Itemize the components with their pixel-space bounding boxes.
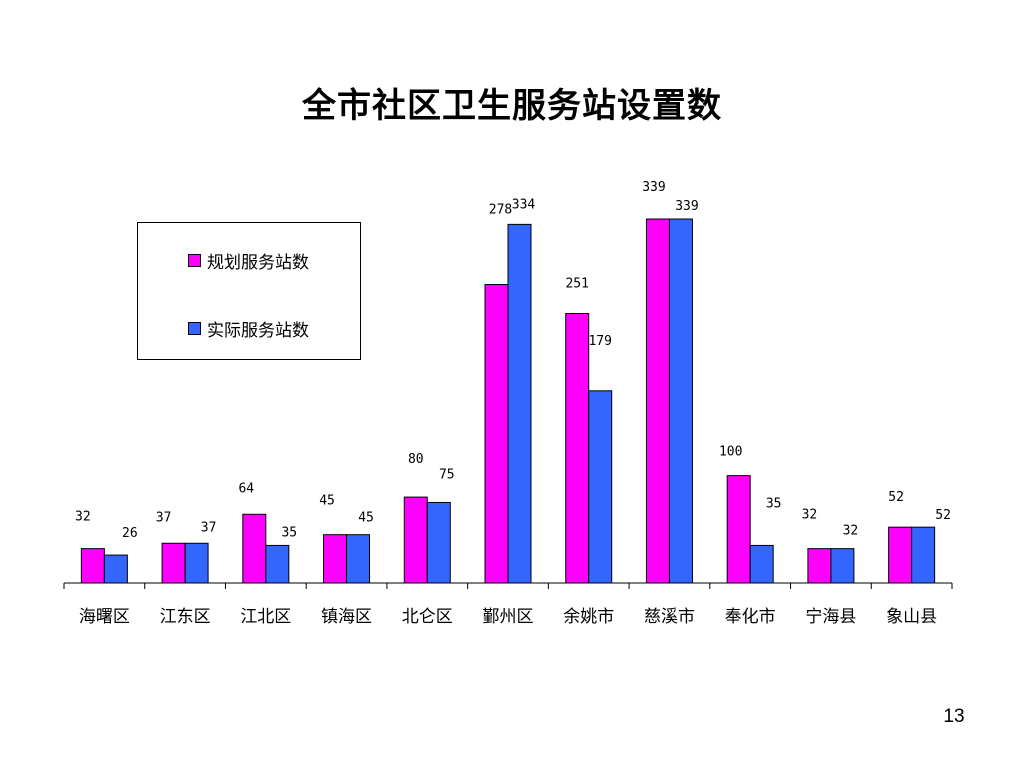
data-label: 251	[565, 276, 588, 291]
chart-title: 全市社区卫生服务站设置数	[302, 86, 722, 126]
bar-actual	[830, 548, 855, 584]
bar-planned	[565, 312, 590, 584]
data-label: 179	[588, 334, 611, 349]
legend: 规划服务站数 实际服务站数	[137, 222, 361, 360]
bar-planned	[645, 218, 670, 584]
x-tick-label: 慈溪市	[644, 607, 695, 627]
x-tick-label: 鄞州区	[483, 607, 534, 627]
data-label: 26	[122, 526, 138, 541]
legend-swatch-actual	[188, 322, 201, 335]
bar-actual	[103, 554, 128, 584]
legend-label-actual: 实际服务站数	[207, 321, 309, 341]
x-tick-label: 余姚市	[563, 607, 614, 627]
data-label: 100	[719, 445, 742, 460]
legend-item-actual: 实际服务站数	[188, 316, 309, 341]
data-label: 35	[281, 525, 297, 540]
bar-actual	[668, 218, 693, 584]
bar-actual	[265, 544, 290, 584]
data-label: 75	[439, 467, 455, 482]
bar-actual	[911, 526, 936, 584]
data-label: 339	[675, 199, 698, 214]
bar-actual	[184, 542, 209, 584]
data-label: 52	[888, 490, 904, 505]
legend-swatch-planned	[188, 254, 201, 267]
data-label: 339	[642, 180, 665, 195]
data-label: 32	[802, 508, 818, 523]
x-tick-label: 北仑区	[402, 607, 453, 627]
data-label: 35	[766, 496, 782, 511]
bar-planned	[726, 475, 751, 584]
bar-actual	[426, 501, 451, 584]
data-label: 32	[75, 510, 91, 525]
bar-planned	[484, 283, 509, 584]
x-tick-label: 海曙区	[79, 607, 130, 627]
x-tick-label: 江北区	[240, 607, 291, 627]
data-label: 45	[358, 511, 374, 526]
data-label: 37	[156, 510, 172, 525]
bar-actual	[588, 390, 613, 584]
x-tick-label: 镇海区	[321, 607, 372, 627]
x-tick-label: 象山县	[886, 607, 937, 627]
page-number: 13	[943, 706, 965, 727]
legend-label-planned: 规划服务站数	[207, 253, 309, 273]
bar-planned	[80, 548, 105, 584]
data-label: 80	[408, 452, 424, 467]
bar-planned	[323, 534, 348, 584]
data-label: 52	[935, 508, 951, 523]
bar-planned	[403, 496, 428, 584]
bar-actual	[346, 534, 371, 584]
data-label: 64	[238, 481, 254, 496]
bar-planned	[807, 548, 832, 584]
x-tick-label: 奉化市	[725, 607, 776, 627]
bar-actual	[749, 544, 774, 584]
data-label: 278	[489, 202, 512, 217]
data-label: 334	[512, 197, 536, 212]
bar-actual	[507, 223, 532, 584]
bar-planned	[888, 526, 913, 584]
data-label: 37	[201, 520, 217, 535]
bar-planned	[161, 542, 186, 584]
x-tick-label: 宁海县	[805, 607, 856, 627]
data-label: 45	[319, 494, 335, 509]
legend-item-planned: 规划服务站数	[188, 248, 309, 273]
x-tick-label: 江东区	[160, 607, 211, 627]
data-label: 32	[843, 524, 859, 539]
bar-planned	[242, 513, 267, 584]
